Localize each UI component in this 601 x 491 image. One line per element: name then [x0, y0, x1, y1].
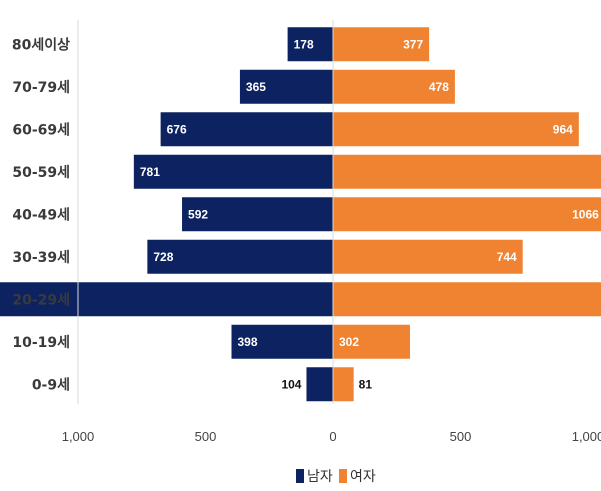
- female-bar: [333, 239, 523, 274]
- male-bar: [239, 69, 333, 104]
- category-label: 30-39세: [12, 250, 70, 266]
- male-bar: [133, 154, 333, 189]
- male-bar: [147, 239, 333, 274]
- female-bar: [333, 367, 354, 402]
- category-label: 70-79세: [12, 80, 70, 96]
- female-bar: [333, 197, 601, 232]
- male-bar: [160, 112, 333, 147]
- female-value-label: 302: [339, 335, 359, 349]
- female-bar: [333, 324, 411, 359]
- category-label: 20-29세: [12, 292, 70, 308]
- x-tick-label: 1,000: [572, 429, 601, 444]
- legend: 남자 여자: [296, 469, 376, 485]
- female-value-label: 744: [497, 250, 517, 264]
- category-label: 0-9세: [32, 377, 70, 393]
- male-value-label: 592: [188, 207, 208, 221]
- female-bar: [333, 27, 430, 62]
- category-label: 50-59세: [12, 165, 70, 181]
- x-tick-label: 1,000: [62, 429, 95, 444]
- x-tick-label: 0: [329, 429, 336, 444]
- legend-swatch-female: [339, 469, 347, 483]
- female-value-label: 478: [429, 80, 449, 94]
- category-label: 60-69세: [12, 122, 70, 138]
- male-value-label: 676: [167, 122, 187, 136]
- male-bar: [182, 197, 333, 232]
- female-value-label: 377: [403, 37, 423, 51]
- male-value-label: 398: [238, 335, 258, 349]
- male-bar: [306, 367, 333, 402]
- male-value-label: 728: [153, 250, 173, 264]
- legend-label-female: 여자: [350, 469, 376, 485]
- category-label: 10-19세: [12, 335, 70, 351]
- female-value-label: 1066: [572, 207, 599, 221]
- male-value-label: 365: [246, 80, 266, 94]
- female-value-label: 81: [359, 377, 373, 391]
- category-label: 80세이상: [12, 36, 70, 53]
- male-value-label: 104: [281, 377, 301, 391]
- male-value-label: 178: [294, 37, 314, 51]
- bars-group: 178377365478676964781148859210667287441,…: [0, 27, 601, 402]
- female-value-label: 964: [553, 122, 573, 136]
- category-labels: 80세이상 70-79세 60-69세 50-59세 40-49세 30-39세 20-29…: [12, 36, 70, 393]
- legend-label-male: 남자: [307, 469, 333, 485]
- female-bar: [333, 112, 579, 147]
- x-tick-label: 500: [195, 429, 217, 444]
- female-bar: [333, 69, 455, 104]
- male-value-label: 781: [140, 165, 160, 179]
- x-tick-label: 500: [450, 429, 472, 444]
- male-bar: [231, 324, 333, 359]
- male-bar: [0, 282, 334, 317]
- female-bar: [333, 154, 601, 189]
- legend-swatch-male: [296, 469, 304, 483]
- female-bar: [333, 282, 601, 317]
- category-label: 40-49세: [12, 207, 70, 223]
- male-bar: [287, 27, 333, 62]
